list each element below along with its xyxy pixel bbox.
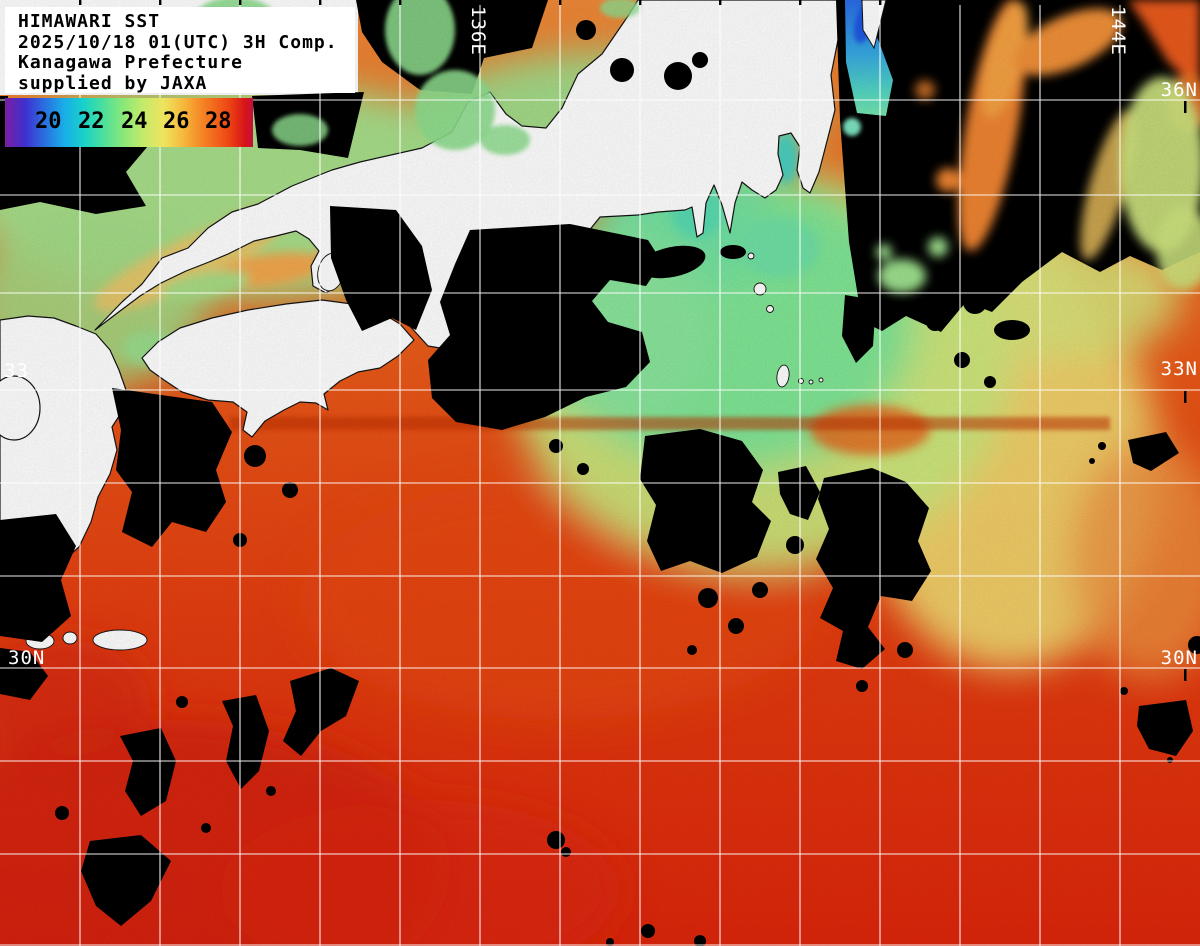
title-box: HIMAWARI SST 2025/10/18 01(UTC) 3H Comp.… [5, 7, 355, 93]
colorbar-tick-28: 28 [205, 109, 232, 134]
lat-label-33-left: 33 [4, 360, 29, 382]
colorbar-tick-22: 22 [78, 109, 105, 134]
lat-label-30n-right: 30N [1160, 647, 1198, 669]
temperature-colorbar: 20 22 24 26 28 [5, 98, 253, 147]
colorbar-tick-20: 20 [35, 109, 62, 134]
lon-label-144e: 144E [1107, 6, 1129, 56]
title-product: HIMAWARI SST [18, 11, 161, 32]
lat-label-36n-right: 36N [1160, 79, 1198, 101]
lat-label-30n-left: 30N [8, 647, 46, 669]
edge-tick-marks [79, 0, 1187, 681]
title-region: Kanagawa Prefecture [18, 52, 243, 73]
colorbar-tick-24: 24 [121, 109, 148, 134]
lat-label-33n-right: 33N [1160, 358, 1198, 380]
title-datetime: 2025/10/18 01(UTC) 3H Comp. [18, 31, 338, 53]
lon-label-136e: 136E [467, 6, 489, 56]
title-source: supplied by JAXA [18, 72, 208, 94]
colorbar-tick-26: 26 [163, 109, 190, 134]
